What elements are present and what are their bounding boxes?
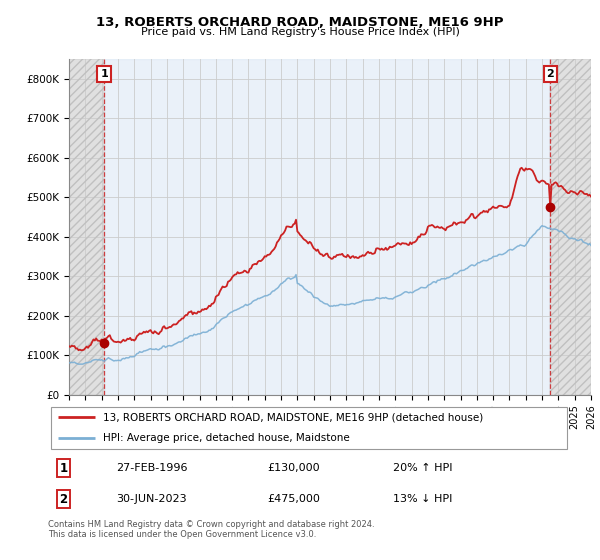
Text: 13% ↓ HPI: 13% ↓ HPI <box>392 494 452 505</box>
Bar <box>69 59 104 395</box>
Text: 27-FEB-1996: 27-FEB-1996 <box>116 463 187 473</box>
Text: 13, ROBERTS ORCHARD ROAD, MAIDSTONE, ME16 9HP: 13, ROBERTS ORCHARD ROAD, MAIDSTONE, ME1… <box>96 16 504 29</box>
Text: Price paid vs. HM Land Registry's House Price Index (HPI): Price paid vs. HM Land Registry's House … <box>140 27 460 37</box>
Text: 2: 2 <box>547 69 554 79</box>
Text: 30-JUN-2023: 30-JUN-2023 <box>116 494 187 505</box>
Text: HPI: Average price, detached house, Maidstone: HPI: Average price, detached house, Maid… <box>103 433 350 444</box>
FancyBboxPatch shape <box>50 407 568 449</box>
Text: £130,000: £130,000 <box>267 463 320 473</box>
Text: 20% ↑ HPI: 20% ↑ HPI <box>392 463 452 473</box>
Text: 13, ROBERTS ORCHARD ROAD, MAIDSTONE, ME16 9HP (detached house): 13, ROBERTS ORCHARD ROAD, MAIDSTONE, ME1… <box>103 412 483 422</box>
Bar <box>550 59 591 395</box>
Text: 2: 2 <box>59 493 68 506</box>
Bar <box>104 59 550 395</box>
Bar <box>550 59 591 395</box>
Text: 1: 1 <box>100 69 108 79</box>
Text: £475,000: £475,000 <box>267 494 320 505</box>
Text: Contains HM Land Registry data © Crown copyright and database right 2024.
This d: Contains HM Land Registry data © Crown c… <box>48 520 374 539</box>
Bar <box>69 59 104 395</box>
Text: 1: 1 <box>59 461 68 475</box>
